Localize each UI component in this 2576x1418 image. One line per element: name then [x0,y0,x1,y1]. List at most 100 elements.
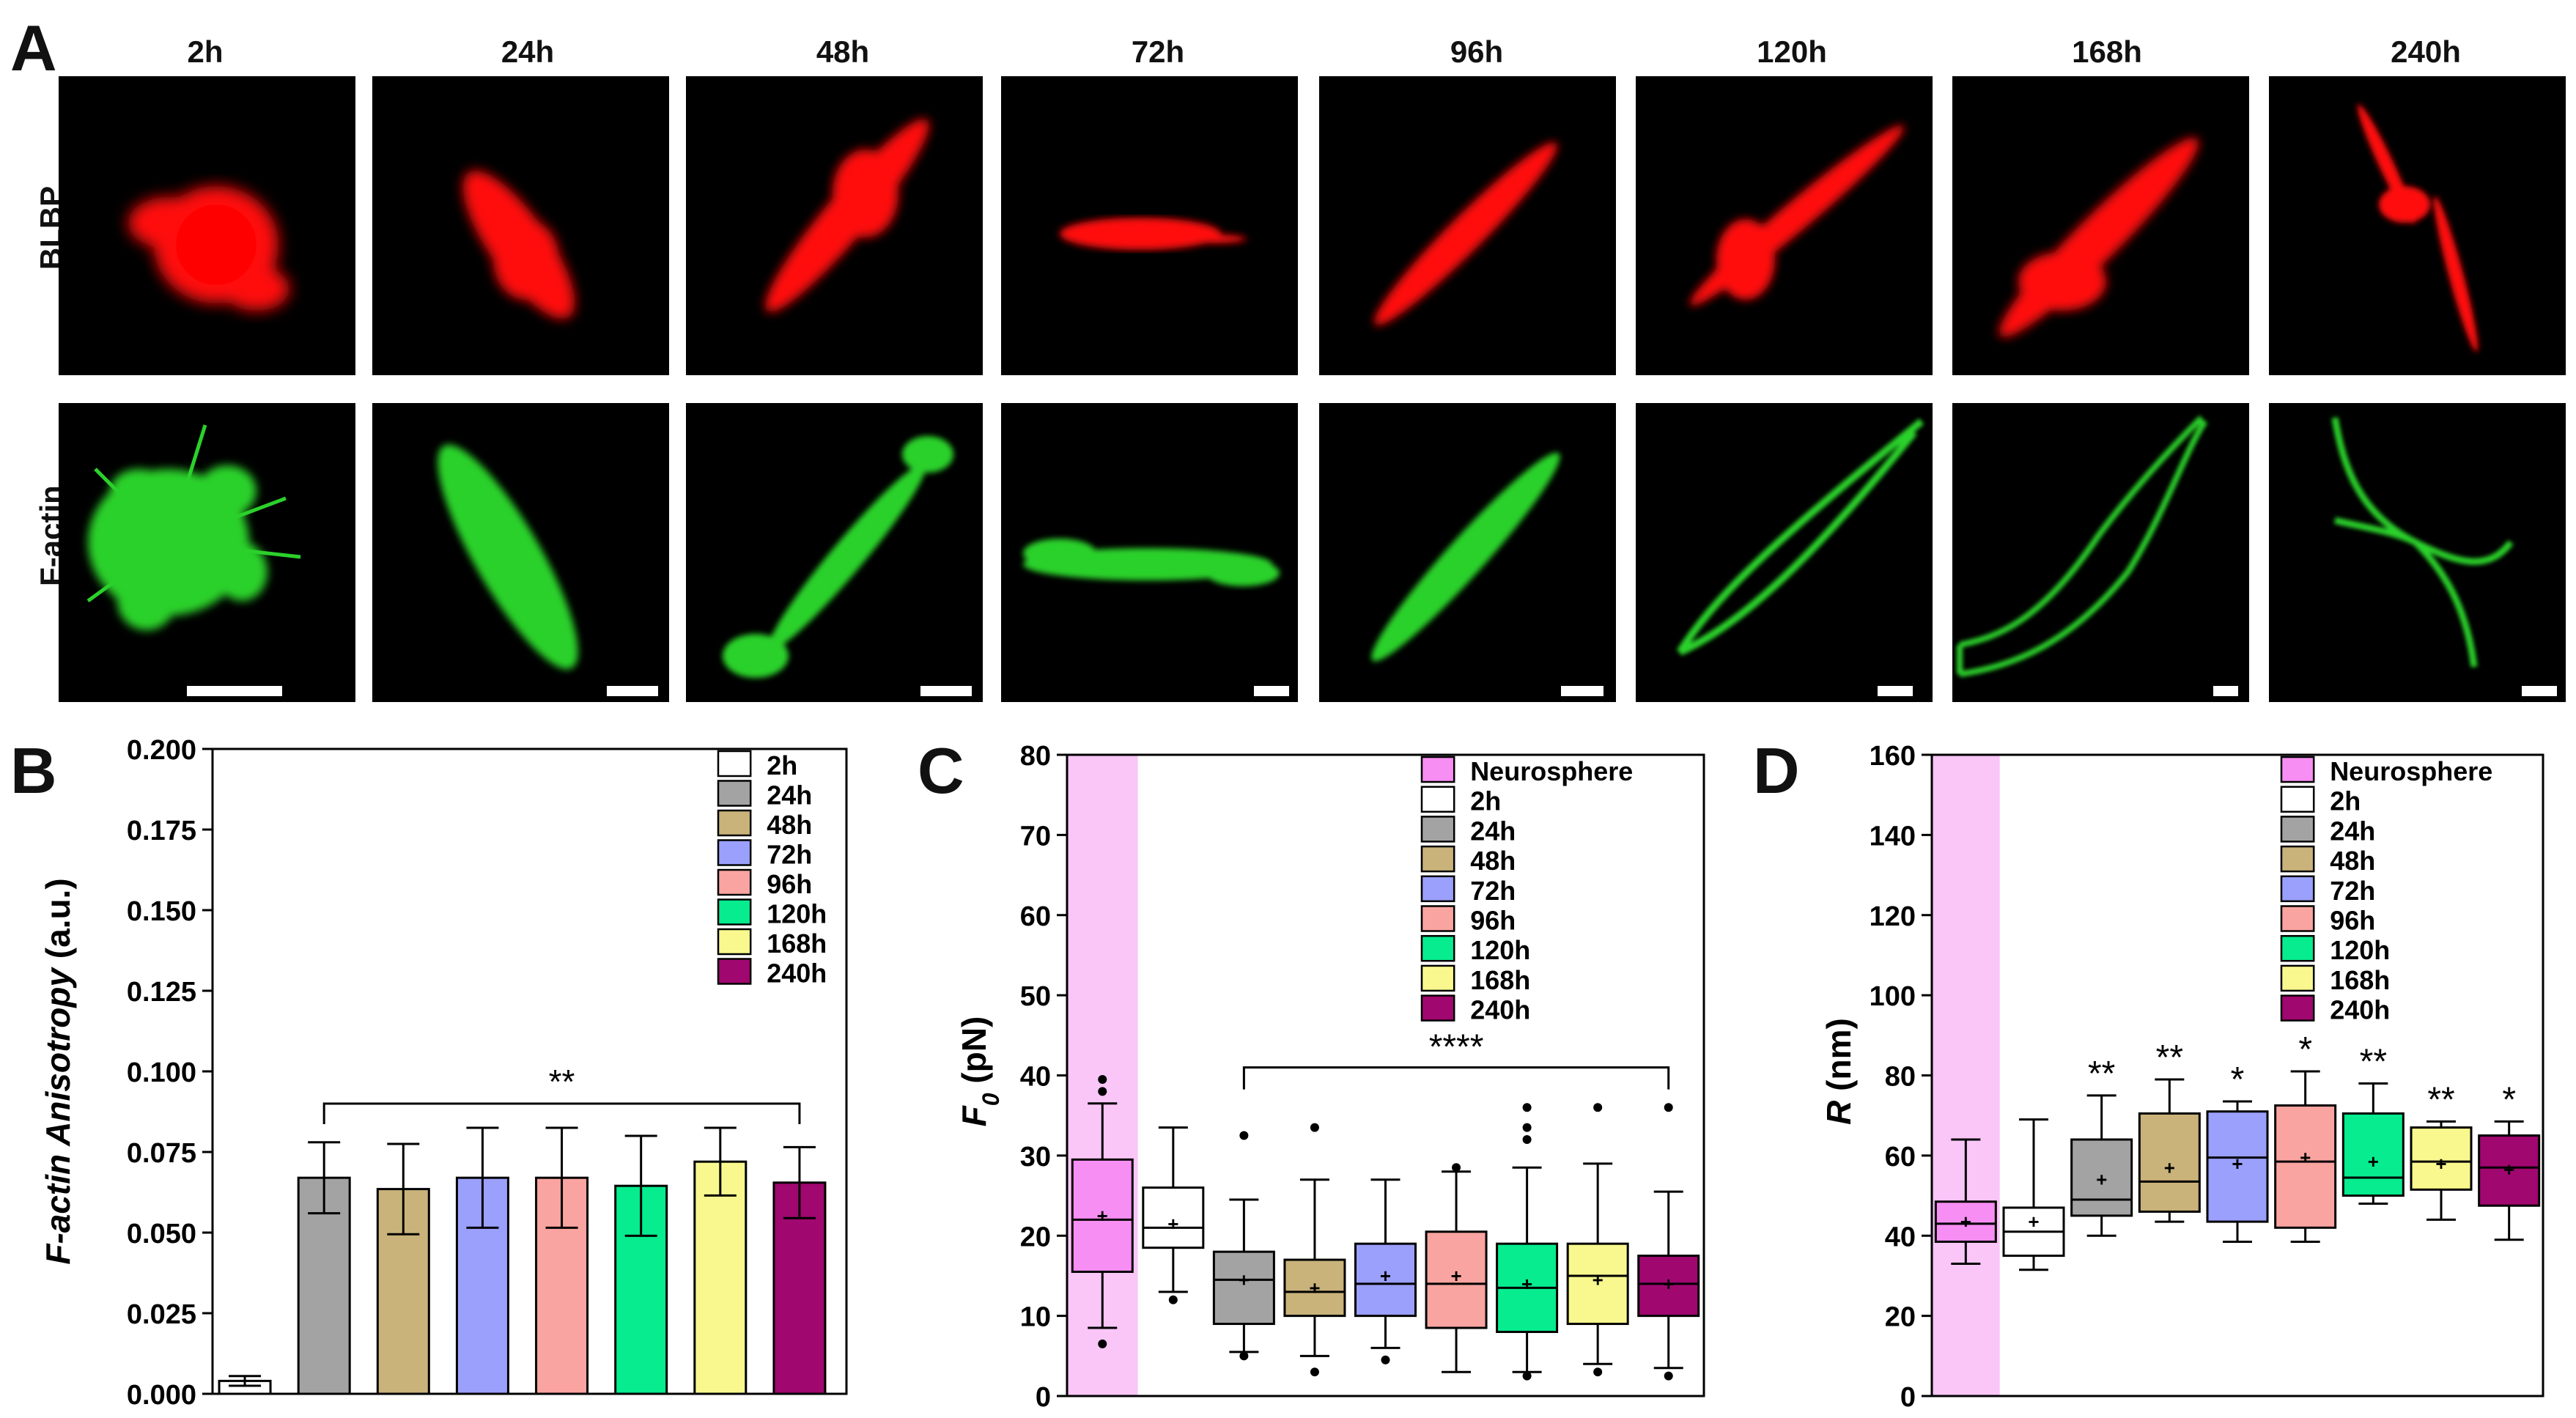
y-tick-label-d: 40 [1885,1222,1916,1252]
y-tick-label-d: 120 [1870,901,1916,932]
legend-label-c-2h: 2h [1470,786,1501,816]
time-label-96h: 96h [1450,34,1504,69]
legend-label-b-240h: 240h [767,959,827,989]
legend-label-b-96h: 96h [767,869,812,899]
legend-label-b-120h: 120h [767,899,827,929]
outlier-Neurosphere [1098,1074,1107,1084]
mean-marker-168h: + [2435,1153,2446,1175]
y-tick-label-d: 100 [1870,981,1916,1012]
legend-swatch-b-72h [717,839,752,866]
y-tick-label-c: 60 [1020,901,1051,932]
micrograph-blbp-120h [1636,76,1933,375]
significance-label-96h: * [2298,1030,2312,1069]
significance-label-b: ** [549,1063,575,1101]
legend-swatch-d-48h [2280,845,2315,873]
micrograph-factin-24h [372,403,669,702]
chart-c-f0-force: 0 10 20 30 40 50 60 70 80 + + + + + + + + + **** Neurospher… [955,741,1705,1413]
legend-swatch-c-120h [1420,934,1455,962]
y-tick-label-d: 0 [1900,1382,1916,1413]
box-24h [1212,1250,1275,1326]
legend-swatch-d-96h [2280,905,2315,932]
legend-swatch-d-24h [2280,816,2315,843]
box-Neurosphere [1071,1158,1134,1273]
scale-bar-96h [1561,686,1603,696]
y-tick-label-c: 10 [1020,1302,1051,1333]
legend-label-d-48h: 48h [2330,846,2375,876]
legend-swatch-d-neurosphere [2280,756,2315,783]
y-tick-label-c: 50 [1020,981,1051,1012]
micrograph-factin-168h [1952,403,2249,702]
y-tick-label-b: 0.200 [127,735,196,766]
outlier-168h [1593,1103,1603,1112]
mean-marker-Neurosphere: + [1960,1211,1971,1233]
y-tick-label-c: 30 [1020,1142,1051,1173]
y-tick-label-d: 60 [1885,1142,1916,1173]
y-tick-label-c: 80 [1020,741,1051,772]
y-tick-label-b: 0.175 [127,816,196,846]
legend-swatch-b-2h [717,750,752,778]
legend-swatch-b-24h [717,780,752,807]
box-24h [2070,1138,2133,1217]
y-tick-label-d: 80 [1885,1062,1916,1093]
mean-marker-24h: + [2096,1169,2107,1191]
outlier-Neurosphere [1098,1339,1107,1348]
y-tick-label-c: 40 [1020,1062,1051,1093]
box-72h [1354,1242,1417,1318]
significance-bracket-b [322,1102,801,1124]
mean-marker-240h: + [1663,1273,1674,1295]
mean-marker-120h: + [1521,1273,1532,1295]
mean-marker-2h: + [1167,1213,1178,1235]
micrograph-factin-120h [1636,403,1933,702]
legend-swatch-b-168h [717,928,752,956]
legend-swatch-b-96h [717,868,752,896]
outlier-120h [1522,1371,1532,1381]
outlier-24h [1239,1351,1249,1361]
micrograph-factin-2h [59,403,355,702]
box-168h [2410,1126,2473,1191]
micrograph-factin-48h [686,403,983,702]
outlier-120h [1522,1123,1532,1132]
legend-label-b-72h: 72h [767,840,812,870]
legend-swatch-d-240h [2280,994,2315,1022]
legend-label-c-48h: 48h [1470,846,1516,876]
legend-swatch-c-48h [1420,845,1455,873]
legend-label-d-24h: 24h [2330,816,2375,846]
chart-b-factin-anisotropy: 0.000 0.025 0.050 0.075 0.100 0.125 0.150 0.175… [39,735,848,1411]
legend-label-c-168h: 168h [1470,965,1530,995]
time-label-2h: 2h [187,34,224,69]
bar-168h [693,1160,748,1395]
legend-swatch-b-48h [717,809,752,837]
significance-label-24h: ** [2088,1055,2115,1093]
micrograph-factin-72h [1001,403,1298,702]
y-tick-label-c: 0 [1036,1382,1051,1413]
legend-label-b-2h: 2h [767,750,797,780]
significance-label-48h: ** [2156,1038,2183,1077]
legend-swatch-d-2h [2280,786,2315,813]
y-tick-label-b: 0.025 [127,1299,196,1330]
legend-swatch-c-24h [1420,816,1455,843]
legend-label-d-168h: 168h [2330,965,2390,995]
y-tick-label-b: 0.075 [127,1138,196,1169]
legend-swatch-c-72h [1420,875,1455,903]
micrograph-blbp-96h [1319,76,1616,375]
time-label-168h: 168h [2072,34,2142,69]
box-96h [2274,1104,2337,1229]
outlier-72h [1381,1355,1390,1365]
outlier-24h [1239,1131,1249,1140]
mean-marker-48h: + [1309,1277,1320,1299]
legend-swatch-c-neurosphere [1420,756,1455,783]
mean-marker-48h: + [2164,1156,2175,1178]
significance-label-120h: ** [2360,1042,2387,1081]
outlier-48h [1310,1367,1319,1377]
micrograph-blbp-168h [1952,76,2249,375]
y-axis-label-d: R (nm) [1820,1018,1858,1125]
y-tick-label-d: 20 [1885,1302,1916,1333]
mean-marker-72h: + [1380,1265,1391,1287]
outlier-240h [1664,1103,1673,1112]
legend-label-d-72h: 72h [2330,876,2375,906]
legend-label-c-120h: 120h [1470,935,1530,965]
legend-label-c-72h: 72h [1470,876,1516,906]
outlier-96h [1452,1163,1461,1173]
outlier-240h [1664,1371,1673,1381]
legend-label-b-168h: 168h [767,928,827,959]
